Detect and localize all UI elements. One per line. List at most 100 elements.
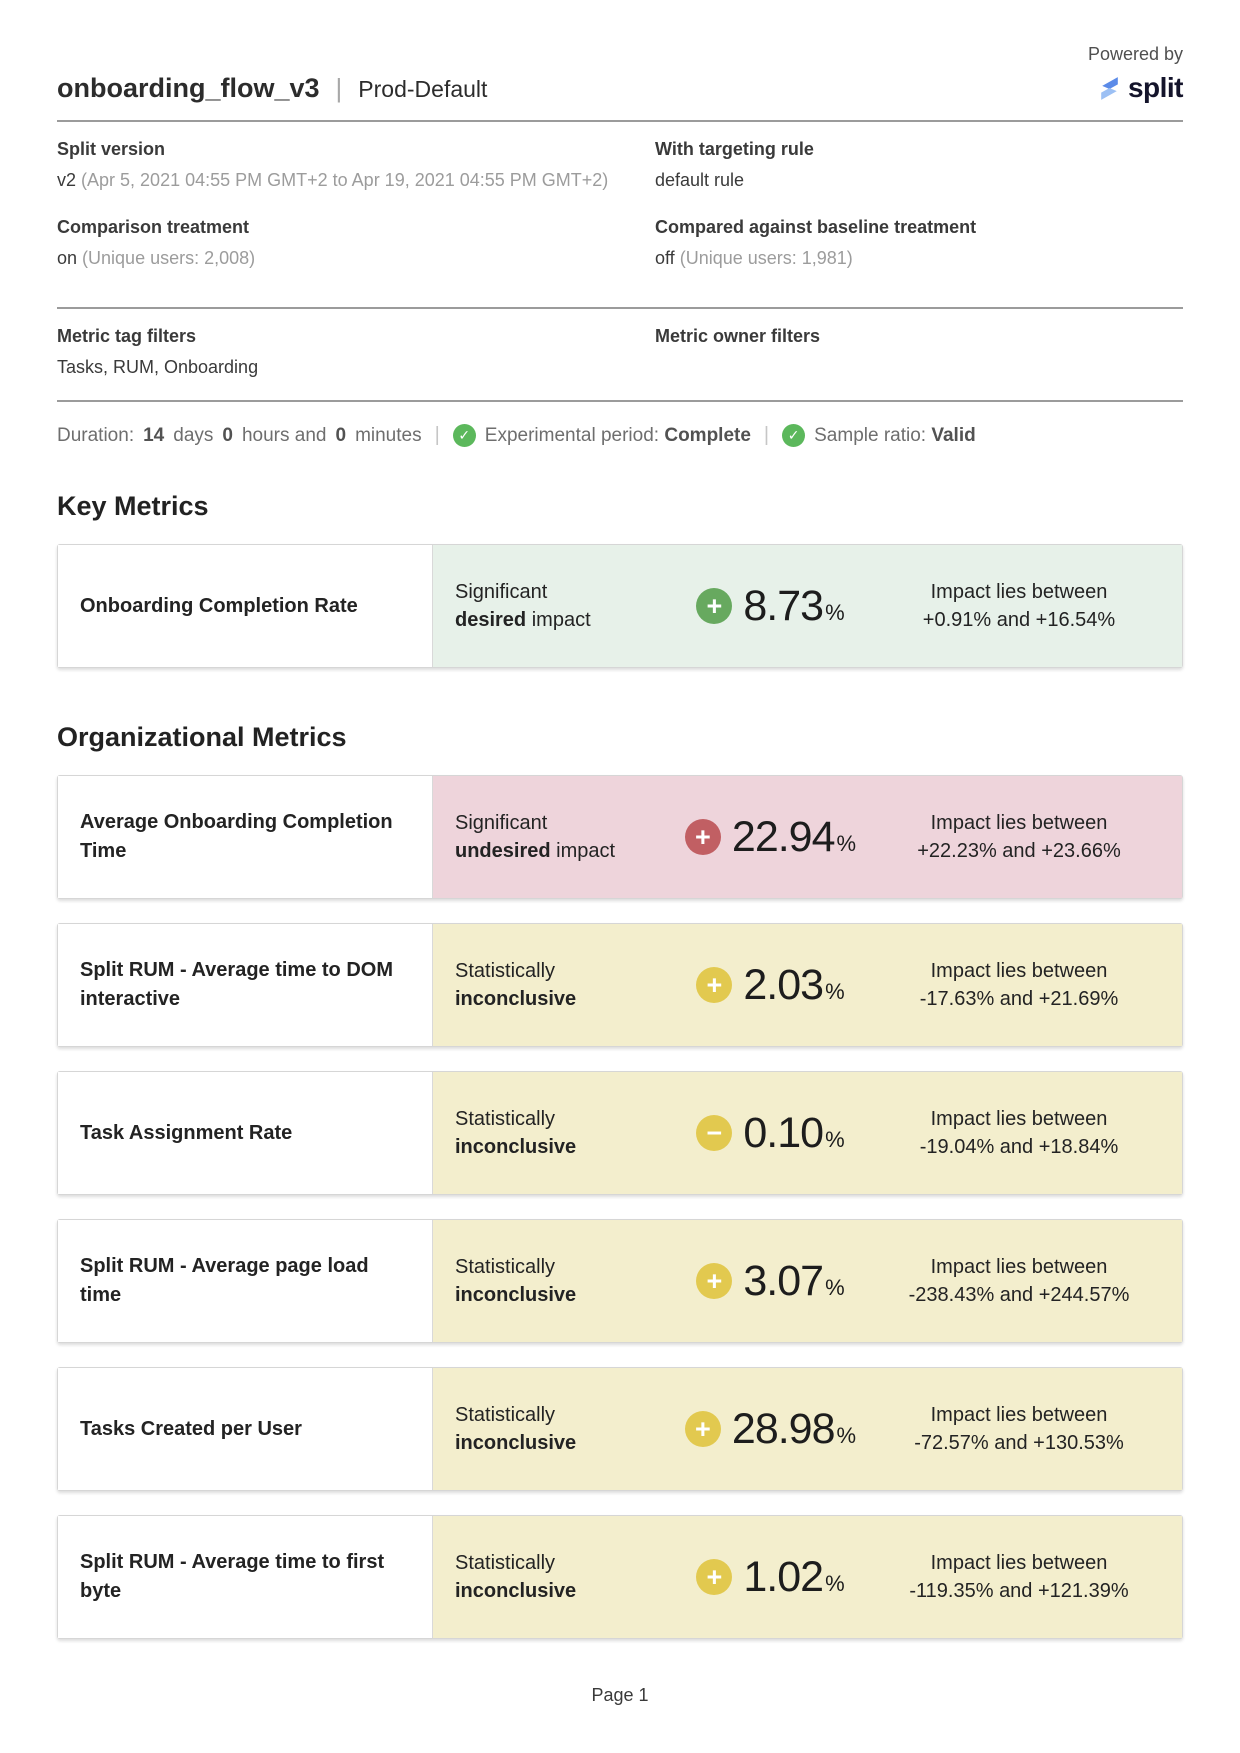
status-line1: Statistically [455, 1403, 556, 1426]
duration-minutes-text: minutes [355, 424, 422, 446]
metric-value-text: 2.03% [743, 961, 844, 1010]
metric-impact: Impact lies between -238.43% and +244.57… [880, 1253, 1182, 1310]
metric-name: Onboarding Completion Rate [80, 594, 358, 617]
section-heading-organizational-metrics: Organizational Metrics [57, 722, 347, 752]
meta-label: With targeting rule [655, 139, 814, 159]
period-text: Experimental period: Complete [485, 425, 751, 447]
meta-label: Metric tag filters [57, 326, 197, 346]
brand-row: split [1096, 72, 1184, 104]
metric-name-cell: Onboarding Completion Rate [58, 545, 433, 667]
environment-name: Prod-Default [358, 76, 488, 102]
meta-field-split-version: Split version v2 (Apr 5, 2021 04:55 PM G… [57, 139, 655, 191]
duration-minutes: 0 [335, 424, 347, 446]
metric-value-zone: + 2.03% [661, 961, 880, 1010]
sample-ratio-segment: ✓ Sample ratio: Valid [782, 424, 976, 447]
meta-field-baseline-treatment: Compared against baseline treatment off … [655, 217, 1183, 269]
impact-line2: +0.91% and +16.54% [922, 609, 1116, 631]
metric-name: Split RUM - Average time to first byte [80, 1551, 385, 1602]
impact-line1: Impact lies between [930, 1255, 1108, 1278]
status-bold: desired [455, 609, 527, 631]
meta-field-metric-owner-filters: Metric owner filters [655, 326, 1183, 378]
impact-line2: -72.57% and +130.53% [914, 1432, 1124, 1454]
metric-unit: % [836, 830, 857, 856]
metric-result: Significant desired impact + 8.73% Impac… [433, 545, 1182, 667]
metric-value: 1.02 [743, 1552, 824, 1601]
metric-card: Average Onboarding Completion Time Signi… [57, 775, 1183, 899]
metric-value-zone: + 22.94% [661, 813, 880, 862]
status-line1: Statistically [455, 1107, 556, 1130]
metric-name-cell: Split RUM - Average time to first byte [58, 1516, 433, 1638]
metric-value-zone: + 8.73% [661, 582, 880, 631]
check-circle-icon: ✓ [452, 424, 476, 447]
status-line2: inconclusive [455, 1133, 661, 1161]
meta-value [655, 357, 1183, 378]
metric-unit: % [825, 599, 845, 625]
meta-value-main: on [57, 248, 78, 268]
metric-name: Average Onboarding Completion Time [80, 811, 393, 862]
impact-line1: Impact lies between [930, 1551, 1108, 1574]
status-bold: inconclusive [455, 988, 577, 1010]
meta-label: Compared against baseline treatment [655, 217, 977, 237]
metric-name-cell: Average Onboarding Completion Time [58, 776, 433, 898]
impact-line1: Impact lies between [930, 811, 1108, 834]
impact-line1: Impact lies between [930, 580, 1108, 603]
status-bold: inconclusive [455, 1580, 577, 1602]
metric-value: 3.07 [743, 1256, 824, 1305]
report-header: onboarding_flow_v3 | Prod-Default Powere… [57, 0, 1184, 104]
metric-impact: Impact lies between -72.57% and +130.53% [880, 1401, 1182, 1458]
status-line1: Statistically [455, 1551, 556, 1574]
title-wrap: onboarding_flow_v3 | Prod-Default [57, 73, 487, 104]
meta-value: Tasks, RUM, Onboarding [57, 357, 259, 377]
meta-value-main: v2 [57, 170, 77, 190]
metric-value-text: 0.10% [743, 1109, 844, 1158]
metric-value-text: 1.02% [743, 1553, 844, 1602]
metric-unit: % [836, 1422, 857, 1448]
metric-status: Statistically inconclusive [433, 1253, 661, 1310]
status-line2: inconclusive [455, 1577, 661, 1605]
experimental-period-segment: ✓ Experimental period: Complete [452, 424, 751, 447]
metric-status: Statistically inconclusive [433, 957, 661, 1014]
metric-value: 2.03 [743, 960, 824, 1009]
metric-value-text: 3.07% [743, 1257, 844, 1306]
period-label: Experimental period: [484, 424, 665, 446]
metric-impact: Impact lies between -119.35% and +121.39… [880, 1549, 1182, 1606]
status-line2: inconclusive [455, 1281, 661, 1309]
impact-line1: Impact lies between [930, 959, 1108, 982]
metric-status: Significant desired impact [433, 578, 661, 635]
status-line1: Significant [455, 811, 548, 834]
duration-label: Duration: [57, 424, 135, 446]
statusbar-divider: | [434, 424, 440, 446]
metric-result: Statistically inconclusive + 3.07% Impac… [433, 1220, 1182, 1342]
plus-circle-icon: + [696, 588, 733, 624]
metric-name-cell: Tasks Created per User [58, 1368, 433, 1490]
status-line2: undesired impact [455, 837, 661, 865]
metric-status: Significant undesired impact [433, 809, 661, 866]
metric-card: Task Assignment Rate Statistically incon… [57, 1071, 1183, 1195]
status-rest: impact [526, 609, 591, 631]
meta-grid: Split version v2 (Apr 5, 2021 04:55 PM G… [57, 122, 1183, 269]
duration-segment: Duration: 14 days 0 hours and 0 minutes [57, 425, 422, 447]
meta-label: Metric owner filters [655, 326, 821, 346]
metric-value: 22.94 [731, 812, 836, 861]
meta-value-muted: (Apr 5, 2021 04:55 PM GMT+2 to Apr 19, 2… [81, 170, 609, 190]
divider-rule [57, 120, 1183, 122]
divider-rule [57, 400, 1183, 402]
duration-days-text: days [173, 424, 214, 446]
title-separator: | [335, 73, 343, 103]
status-rest: impact [550, 840, 616, 862]
status-line2: inconclusive [455, 1429, 661, 1457]
metric-card: Split RUM - Average time to DOM interact… [57, 923, 1183, 1047]
meta-value: default rule [655, 170, 1183, 191]
metric-name-cell: Task Assignment Rate [58, 1072, 433, 1194]
meta-value-muted: (Unique users: 2,008) [82, 248, 256, 268]
metric-unit: % [825, 978, 845, 1004]
metric-name: Split RUM - Average page load time [80, 1255, 369, 1306]
status-line1: Statistically [455, 1255, 556, 1278]
ratio-text: Sample ratio: Valid [814, 425, 976, 447]
metric-value-zone: + 3.07% [661, 1257, 880, 1306]
metric-result: Significant undesired impact + 22.94% Im… [433, 776, 1182, 898]
brand-block: Powered by split [1088, 44, 1184, 104]
metric-impact: Impact lies between -19.04% and +18.84% [880, 1105, 1182, 1162]
metric-result: Statistically inconclusive + 28.98% Impa… [433, 1368, 1182, 1490]
